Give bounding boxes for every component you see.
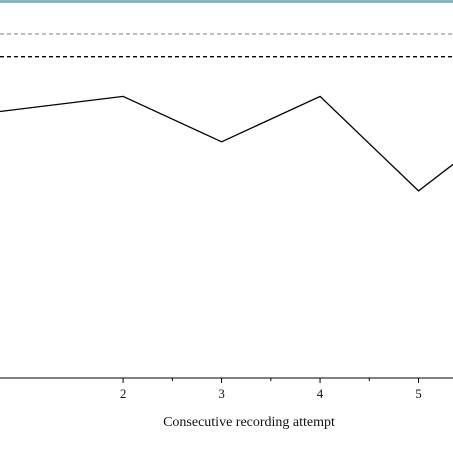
- x-tick-label-5: 5: [415, 386, 422, 401]
- reference-lines: [0, 33, 453, 58]
- x-tick-label-4: 4: [317, 386, 324, 401]
- series-line-1: [0, 95, 453, 192]
- data-series: [0, 95, 453, 192]
- x-tick-label-3: 3: [218, 386, 225, 401]
- x-ticks: 2 3 4 5: [120, 378, 422, 401]
- x-tick-label-2: 2: [120, 386, 127, 401]
- x-axis-title: Consecutive recording attempt: [163, 415, 335, 430]
